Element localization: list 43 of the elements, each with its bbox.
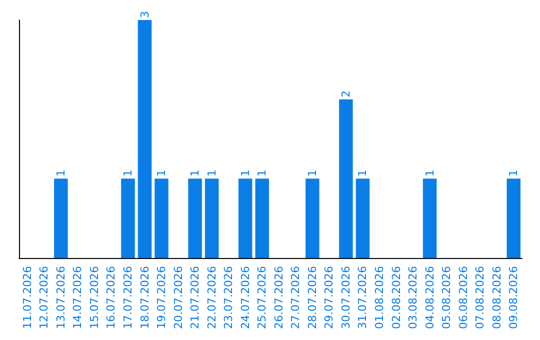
data-label: 2 [339, 90, 352, 98]
x-tick-label: 12.07.2026 [38, 266, 51, 330]
x-tick-label: 01.08.2026 [372, 266, 386, 330]
x-tick-label: 13.07.2026 [54, 266, 68, 330]
x-tick-label: 14.07.2026 [71, 266, 84, 330]
x-tick-label: 18.07.2026 [138, 266, 152, 330]
data-label: 1 [238, 170, 252, 177]
data-label: 3 [138, 11, 152, 18]
x-tick-label: 16.07.2026 [104, 266, 118, 330]
x-tick-label: 08.08.2026 [490, 266, 504, 330]
x-tick-label: 09.08.2026 [507, 266, 520, 330]
data-label: 1 [507, 170, 520, 177]
x-tick-label: 17.07.2026 [121, 266, 134, 330]
data-label: 1 [423, 170, 436, 177]
data-label: 1 [306, 170, 319, 177]
x-tick-label: 22.07.2026 [205, 266, 218, 330]
x-tick-label: 15.07.2026 [88, 266, 101, 330]
data-label: 1 [205, 170, 218, 177]
x-tick-label: 25.07.2026 [256, 266, 269, 330]
x-tick-label: 07.08.2026 [474, 266, 487, 330]
x-tick-label: 21.07.2026 [188, 266, 202, 330]
x-tick-label: 02.08.2026 [390, 266, 403, 330]
x-tick-label: 23.07.2026 [222, 266, 236, 330]
data-label: 1 [54, 170, 68, 177]
x-tick-label: 06.08.2026 [456, 266, 470, 330]
x-tick-label: 29.07.2026 [322, 266, 336, 330]
x-tick-label: 31.07.2026 [356, 266, 370, 330]
x-tick-label: 30.07.2026 [339, 266, 352, 330]
x-tick-label: 24.07.2026 [238, 266, 252, 330]
x-tick-label: 05.08.2026 [440, 266, 454, 330]
x-tick-label: 20.07.2026 [172, 266, 185, 330]
x-tick-label: 19.07.2026 [155, 266, 168, 330]
x-tick-label: 27.07.2026 [289, 266, 302, 330]
data-label: 1 [121, 170, 134, 177]
data-label: 1 [188, 170, 202, 177]
x-tick-label: 28.07.2026 [306, 266, 319, 330]
data-label: 1 [356, 170, 370, 177]
x-tick-label: 26.07.2026 [272, 266, 286, 330]
x-tick-label: 04.08.2026 [423, 266, 436, 330]
data-label: 1 [256, 170, 269, 177]
x-tick-label: 03.08.2026 [406, 266, 420, 330]
x-tick-label: 11.07.2026 [20, 266, 34, 330]
data-label: 1 [155, 170, 168, 177]
